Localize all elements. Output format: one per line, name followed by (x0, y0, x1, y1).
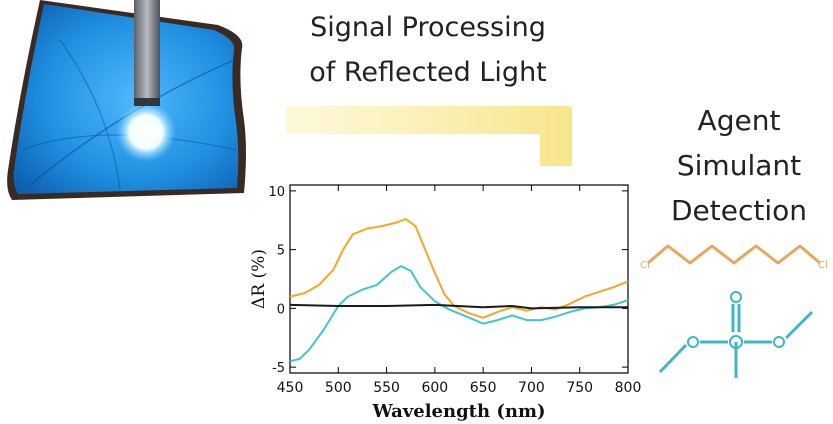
oxygen-atom-left (687, 336, 699, 348)
oxygen-atom-top (730, 291, 742, 303)
x-tick-label: 800 (615, 380, 642, 396)
title-line-1: Signal Processing (310, 12, 546, 43)
x-tick-label: 550 (373, 380, 400, 396)
processing-arrow (286, 106, 572, 166)
alkane-chain (647, 244, 821, 265)
y-axis-ticks: 10 5 0 -5 (268, 185, 628, 376)
chlorine-right-label: Cl (818, 260, 828, 271)
agent-label-line-2: Simulant (676, 149, 802, 182)
reflectance-chart: 450 500 550 600 650 700 750 800 10 5 0 -5 Waveleng… (249, 184, 642, 422)
series-line-2 (289, 303, 628, 310)
series-line-0 (289, 218, 629, 319)
y-tick-label: 0 (277, 302, 285, 317)
chlorine-left-label: Cl (640, 260, 650, 271)
phosphorus-atom (729, 335, 743, 349)
o-methyl-right-bond (784, 310, 814, 340)
x-axis-label: Wavelength (nm) (371, 401, 545, 422)
y-tick-label: 5 (277, 244, 285, 259)
x-tick-label: 700 (518, 380, 545, 396)
title-line-2: of Reflected Light (309, 57, 547, 88)
plot-frame (289, 184, 629, 374)
x-tick-label: 750 (566, 380, 593, 396)
x-tick-label: 500 (325, 380, 352, 396)
agent-label-line-1: Agent (697, 104, 781, 137)
phosphonate-structure (658, 291, 814, 378)
optical-probe (134, 0, 160, 106)
light-spot (116, 102, 176, 162)
y-axis-label: ΔR (%) (249, 249, 269, 309)
dichloroalkane-structure: Cl Cl (640, 244, 828, 271)
optical-probe-tip (134, 98, 160, 106)
o-methyl-left-bond (658, 343, 688, 374)
y-tick-label: -5 (272, 361, 285, 376)
oxygen-atom-right (773, 336, 785, 348)
x-axis-ticks: 450 500 550 600 650 700 750 800 (277, 185, 642, 396)
butterfly-wing-image (7, 0, 246, 200)
x-tick-label: 600 (421, 380, 448, 396)
x-tick-label: 650 (470, 380, 497, 396)
chart-series (289, 218, 629, 363)
agent-label-line-3: Detection (670, 194, 808, 227)
x-tick-label: 450 (277, 380, 304, 396)
y-tick-label: 10 (268, 185, 285, 200)
